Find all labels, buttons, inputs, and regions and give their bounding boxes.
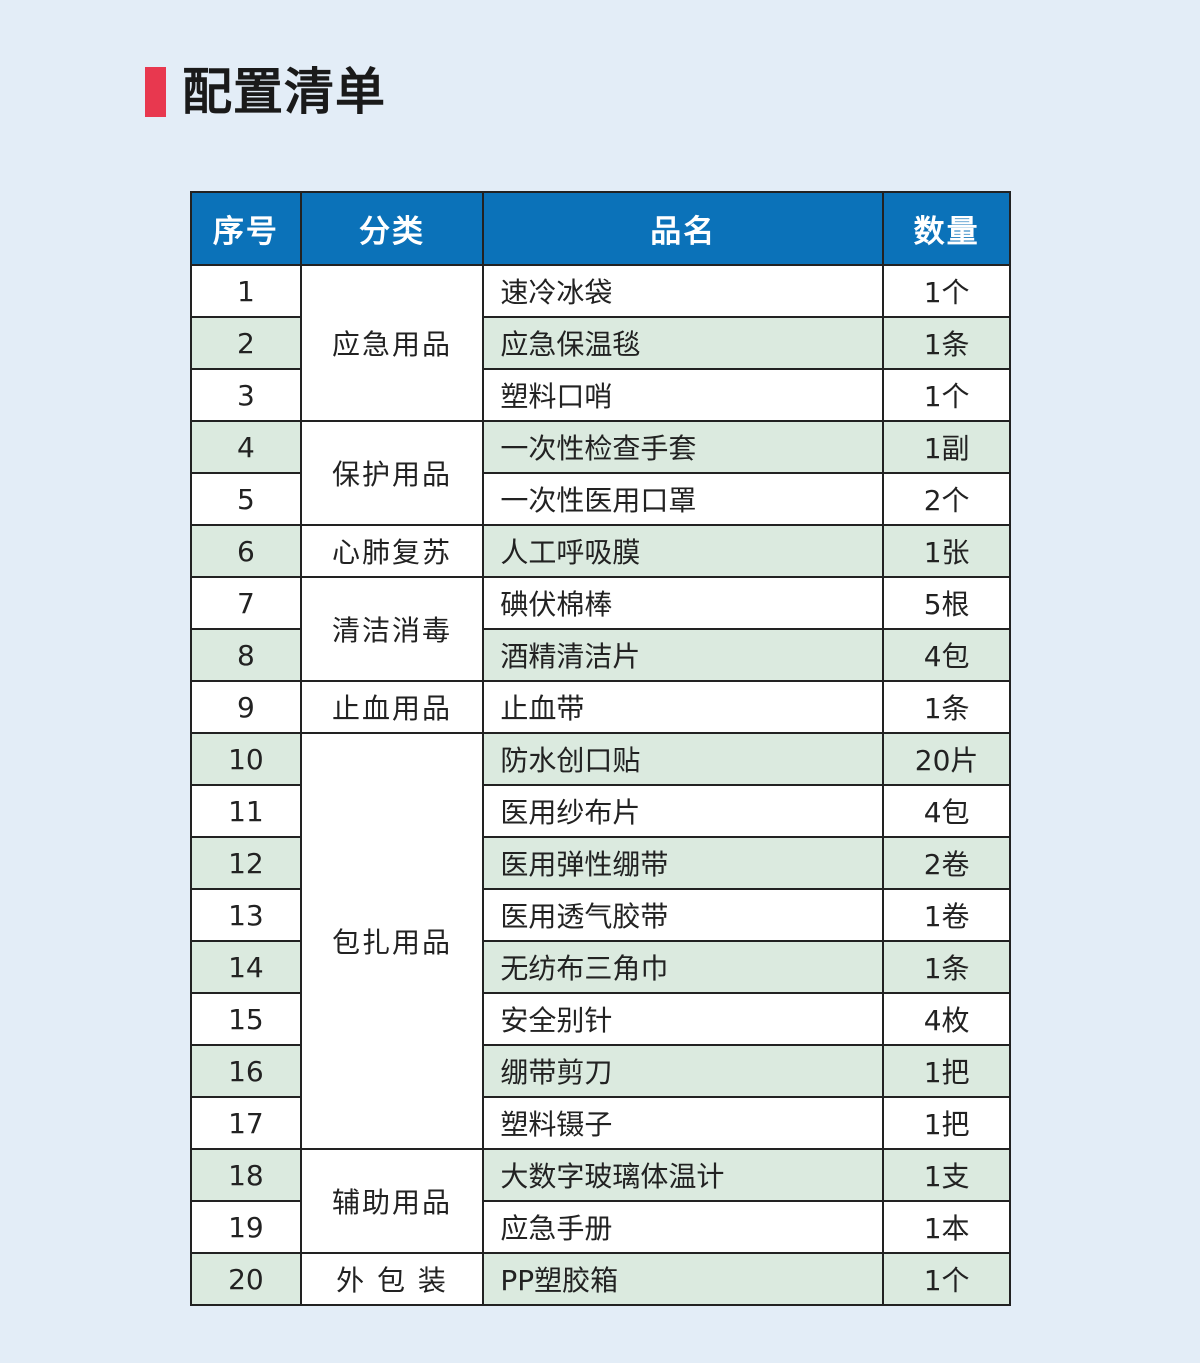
cell-item-name: 绷带剪刀 [482, 1044, 885, 1098]
table-row: 6 心肺复苏 人工呼吸膜 1张 [190, 524, 1011, 578]
cell-quantity: 1张 [882, 524, 1011, 578]
table-row: 11 医用纱布片 4包 [190, 784, 1011, 838]
cell-category: 应急用品 [299, 264, 485, 422]
cell-quantity: 2个 [882, 472, 1011, 526]
table-row: 17 塑料镊子 1把 [190, 1096, 1011, 1150]
cell-category: 清洁消毒 [299, 576, 485, 682]
cell-quantity: 1个 [882, 368, 1011, 422]
cell-no: 11 [190, 784, 302, 838]
cell-no: 12 [190, 836, 302, 890]
cell-quantity: 1本 [882, 1200, 1011, 1254]
cell-no: 1 [190, 264, 302, 318]
cell-no: 10 [190, 732, 302, 786]
cell-quantity: 1条 [882, 940, 1011, 994]
cell-item-name: PP塑胶箱 [482, 1252, 885, 1306]
table-row: 19 应急手册 1本 [190, 1200, 1011, 1254]
cell-item-name: 塑料口哨 [482, 368, 885, 422]
config-list-table: 序号 分类 品名 数量 1 应急用品 速冷冰袋 1个 2 应急保温毯 1条 3 塑料口哨 1个 4 保… [190, 191, 1011, 1306]
cell-category: 外 包 装 [299, 1252, 485, 1306]
table-row: 16 绷带剪刀 1把 [190, 1044, 1011, 1098]
cell-quantity: 4枚 [882, 992, 1011, 1046]
cell-item-name: 应急保温毯 [482, 316, 885, 370]
cell-item-name: 塑料镊子 [482, 1096, 885, 1150]
table-row: 1 应急用品 速冷冰袋 1个 [190, 264, 1011, 422]
cell-category: 心肺复苏 [299, 524, 485, 578]
cell-quantity: 1把 [882, 1096, 1011, 1150]
table-row: 20 外 包 装 PP塑胶箱 1个 [190, 1252, 1011, 1306]
cell-quantity: 2卷 [882, 836, 1011, 890]
cell-item-name: 速冷冰袋 [482, 264, 885, 318]
table-row: 15 安全别针 4枚 [190, 992, 1011, 1046]
table-header-row: 序号 分类 品名 数量 [190, 191, 1011, 266]
header-no: 序号 [190, 191, 302, 266]
table-row: 2 应急保温毯 1条 [190, 316, 1011, 370]
table-row: 14 无纺布三角巾 1条 [190, 940, 1011, 994]
cell-quantity: 1个 [882, 1252, 1011, 1306]
table-row: 3 塑料口哨 1个 [190, 368, 1011, 422]
cell-item-name: 医用弹性绷带 [482, 836, 885, 890]
cell-item-name: 无纺布三角巾 [482, 940, 885, 994]
table-row: 5 一次性医用口罩 2个 [190, 472, 1011, 526]
table-row: 10 包扎用品 防水创口贴 20片 [190, 732, 1011, 1150]
cell-item-name: 大数字玻璃体温计 [482, 1148, 885, 1202]
cell-quantity: 5根 [882, 576, 1011, 630]
cell-no: 4 [190, 420, 302, 474]
cell-quantity: 1条 [882, 680, 1011, 734]
cell-quantity: 1条 [882, 316, 1011, 370]
cell-quantity: 1个 [882, 264, 1011, 318]
cell-no: 5 [190, 472, 302, 526]
cell-item-name: 医用透气胶带 [482, 888, 885, 942]
cell-quantity: 1副 [882, 420, 1011, 474]
page-title: 配置清单 [182, 63, 386, 121]
cell-quantity: 1支 [882, 1148, 1011, 1202]
table-row: 4 保护用品 一次性检查手套 1副 [190, 420, 1011, 526]
cell-no: 6 [190, 524, 302, 578]
cell-category: 辅助用品 [299, 1148, 485, 1254]
table-row: 9 止血用品 止血带 1条 [190, 680, 1011, 734]
cell-item-name: 一次性检查手套 [482, 420, 885, 474]
cell-no: 19 [190, 1200, 302, 1254]
cell-no: 18 [190, 1148, 302, 1202]
cell-no: 9 [190, 680, 302, 734]
cell-item-name: 止血带 [482, 680, 885, 734]
cell-quantity: 20片 [882, 732, 1011, 786]
cell-item-name: 人工呼吸膜 [482, 524, 885, 578]
cell-item-name: 安全别针 [482, 992, 885, 1046]
cell-quantity: 1把 [882, 1044, 1011, 1098]
cell-category: 保护用品 [299, 420, 485, 526]
cell-quantity: 4包 [882, 784, 1011, 838]
cell-item-name: 一次性医用口罩 [482, 472, 885, 526]
cell-no: 14 [190, 940, 302, 994]
cell-item-name: 医用纱布片 [482, 784, 885, 838]
cell-item-name: 应急手册 [482, 1200, 885, 1254]
cell-no: 16 [190, 1044, 302, 1098]
cell-no: 8 [190, 628, 302, 682]
table-row: 8 酒精清洁片 4包 [190, 628, 1011, 682]
title-accent-bar [145, 67, 166, 117]
cell-no: 20 [190, 1252, 302, 1306]
cell-category: 包扎用品 [299, 732, 485, 1150]
cell-no: 2 [190, 316, 302, 370]
cell-no: 7 [190, 576, 302, 630]
cell-category: 止血用品 [299, 680, 485, 734]
cell-item-name: 防水创口贴 [482, 732, 885, 786]
table-row: 13 医用透气胶带 1卷 [190, 888, 1011, 942]
table-row: 12 医用弹性绷带 2卷 [190, 836, 1011, 890]
cell-quantity: 1卷 [882, 888, 1011, 942]
header-item-name: 品名 [482, 191, 885, 266]
table-row: 7 清洁消毒 碘伏棉棒 5根 [190, 576, 1011, 682]
cell-item-name: 酒精清洁片 [482, 628, 885, 682]
cell-item-name: 碘伏棉棒 [482, 576, 885, 630]
header-category: 分类 [299, 191, 485, 266]
cell-no: 3 [190, 368, 302, 422]
cell-no: 15 [190, 992, 302, 1046]
table-row: 18 辅助用品 大数字玻璃体温计 1支 [190, 1148, 1011, 1254]
header-quantity: 数量 [882, 191, 1011, 266]
cell-no: 13 [190, 888, 302, 942]
cell-no: 17 [190, 1096, 302, 1150]
cell-quantity: 4包 [882, 628, 1011, 682]
